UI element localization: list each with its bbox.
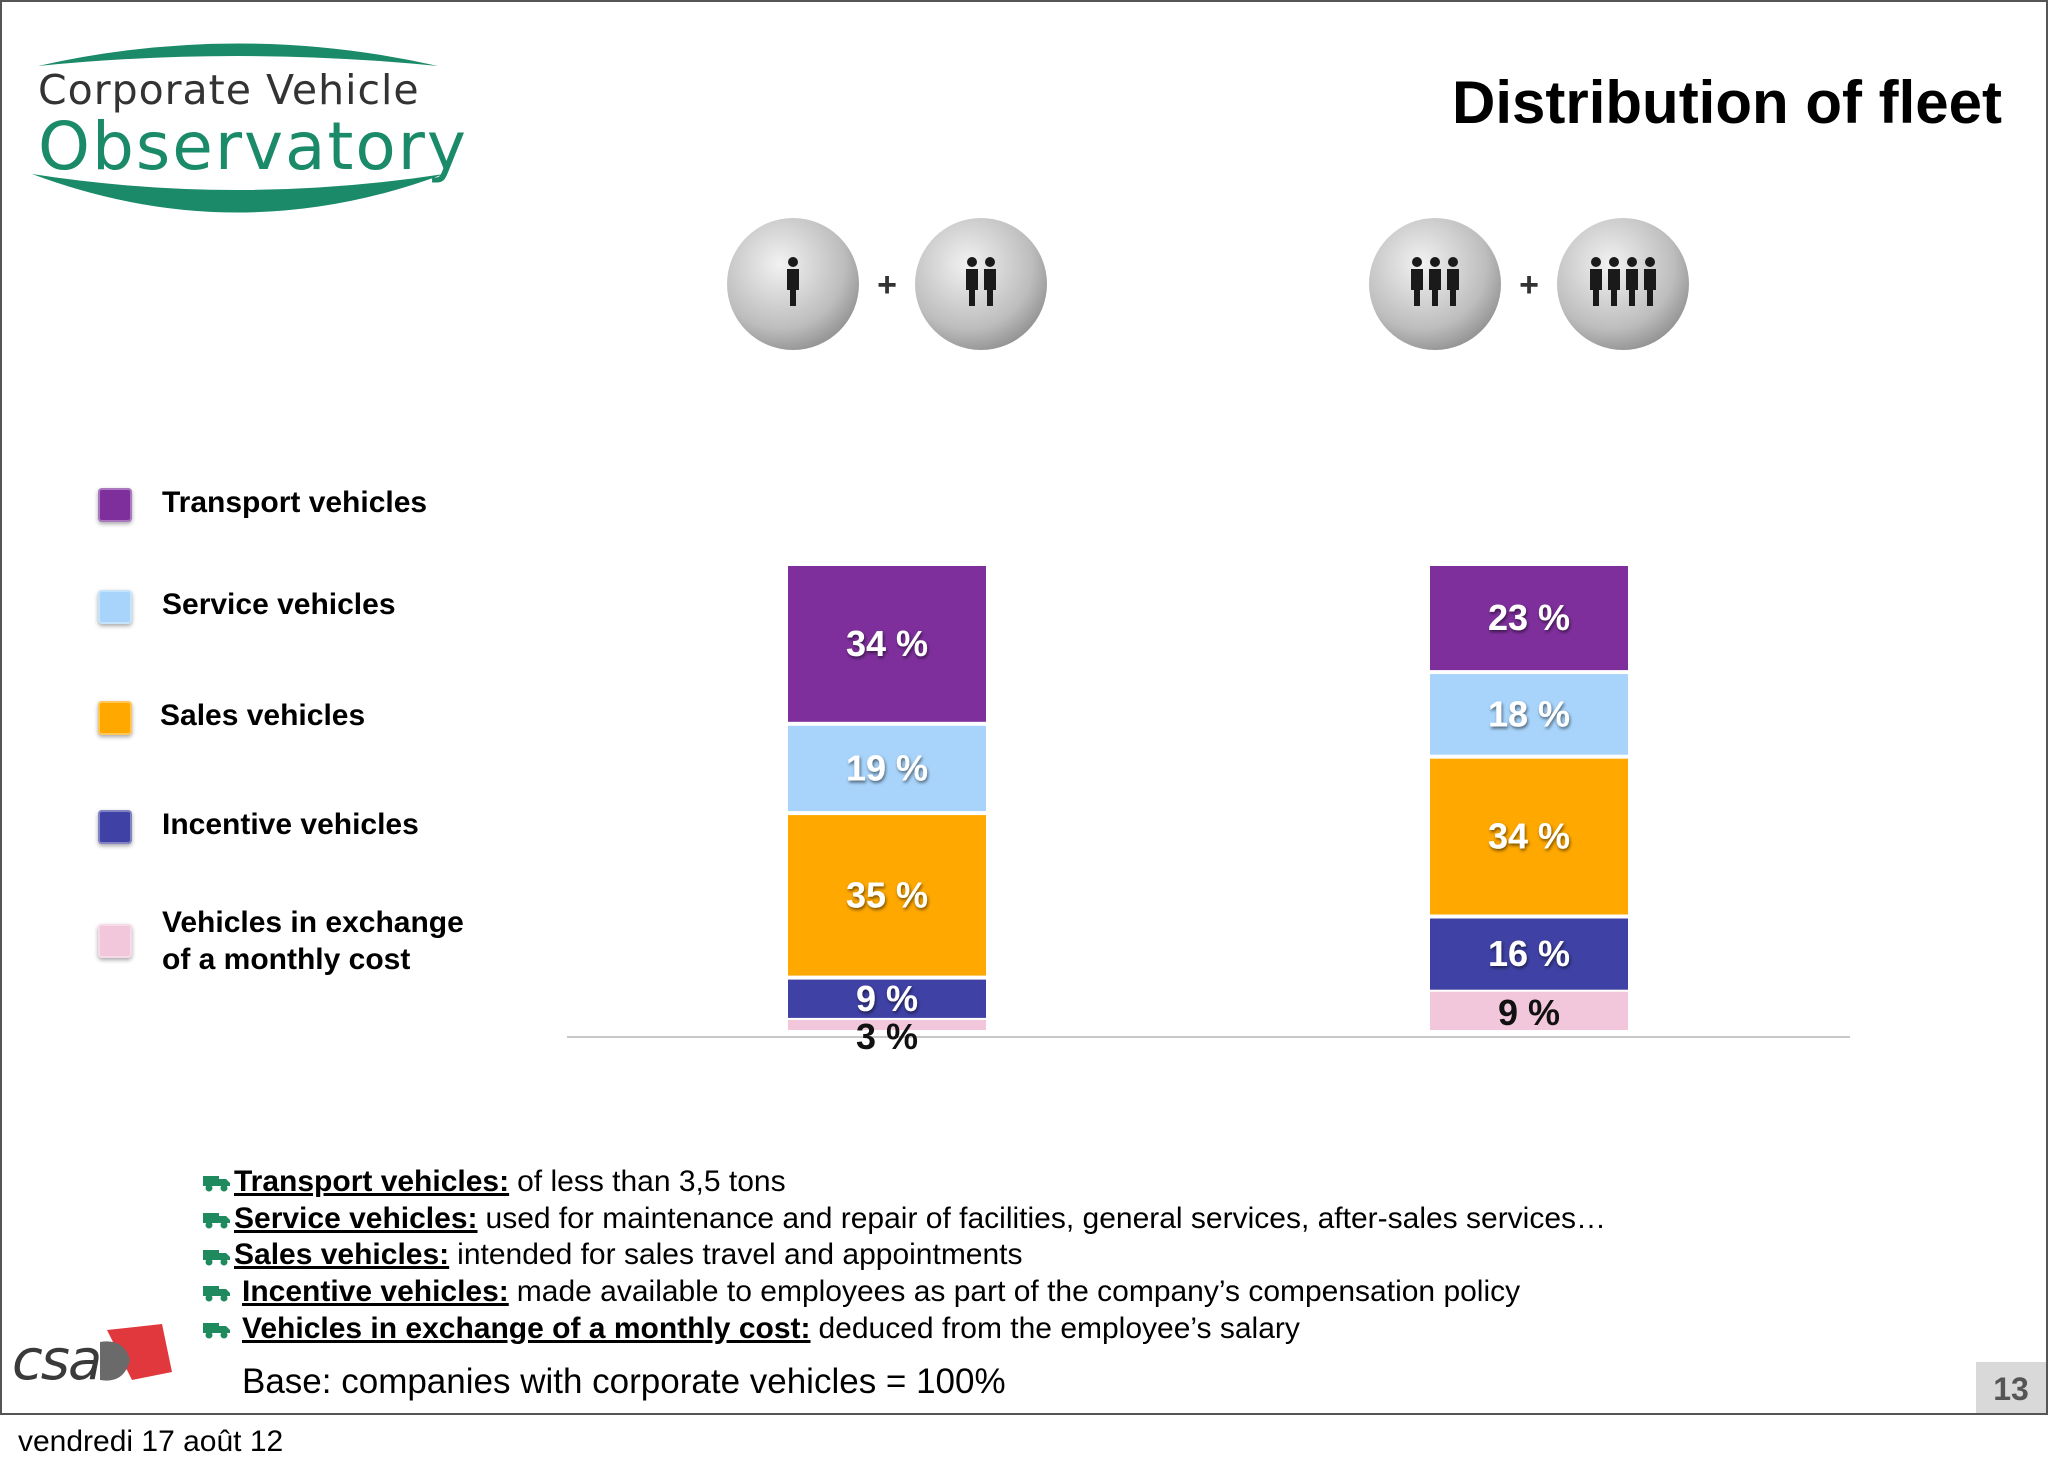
person-icon bbox=[1644, 257, 1656, 306]
legend-item-sales: Sales vehicles bbox=[98, 697, 500, 735]
bar-segment-1-4 bbox=[1430, 991, 1628, 1030]
people-circle-0-1 bbox=[915, 218, 1047, 350]
person-icon bbox=[1447, 257, 1459, 306]
person-icon bbox=[1590, 257, 1602, 306]
note-sales: Sales vehicles: intended for sales trave… bbox=[202, 1237, 1802, 1274]
note-text-transport: of less than 3,5 tons bbox=[517, 1165, 786, 1198]
note-term-service: Service vehicles: bbox=[234, 1201, 478, 1235]
person-icon bbox=[787, 257, 799, 306]
definitions-list: Transport vehicles: of less than 3,5 ton… bbox=[202, 1164, 1802, 1348]
note-term-monthly-cost: Vehicles in exchange of a monthly cost: bbox=[242, 1311, 811, 1345]
bar-label-0-3: 9 % bbox=[856, 978, 918, 1019]
bar-label-0-2: 35 % bbox=[846, 874, 928, 915]
bar-segment-1-2 bbox=[1430, 758, 1628, 915]
legend-label-incentive: Incentive vehicles bbox=[162, 808, 419, 841]
person-icon bbox=[1626, 257, 1638, 306]
legend-label-service: Service vehicles bbox=[162, 588, 396, 621]
legend-swatch-incentive bbox=[98, 810, 132, 844]
csa-logo: csa bbox=[12, 1320, 172, 1400]
legend-item-incentive: Incentive vehicles bbox=[98, 806, 502, 844]
legend-label-monthly-cost: Vehicles in exchange of a monthly cost bbox=[162, 904, 502, 978]
note-monthly-cost: Vehicles in exchange of a monthly cost: … bbox=[202, 1311, 1802, 1348]
bar-label-1-2: 34 % bbox=[1488, 816, 1570, 857]
person-icon bbox=[966, 257, 978, 306]
person-icon bbox=[1429, 257, 1441, 306]
people-icon-group-1: + bbox=[1369, 218, 1689, 350]
person-icon bbox=[984, 257, 996, 306]
person-icon bbox=[1608, 257, 1620, 306]
legend-swatch-service bbox=[98, 590, 132, 624]
logo-swoosh bbox=[32, 43, 444, 213]
logo-line-1: Corporate Vehicle bbox=[38, 66, 420, 114]
page-number: 13 bbox=[1976, 1362, 2046, 1413]
note-text-sales: intended for sales travel and appointmen… bbox=[457, 1238, 1023, 1272]
chart-canvas: 3 %9 %35 %19 %34 %+9 %16 %34 %18 %23 %+ bbox=[567, 218, 1850, 1057]
truck-icon bbox=[203, 1323, 230, 1339]
note-text-service: used for maintenance and repair of facil… bbox=[485, 1201, 1607, 1235]
plus-icon: + bbox=[877, 266, 897, 304]
corporate-vehicle-observatory-logo: Corporate Vehicle Observatory bbox=[28, 26, 466, 216]
bar-segment-0-0 bbox=[788, 566, 986, 722]
truck-icon bbox=[203, 1249, 230, 1266]
legend-swatch-monthly-cost bbox=[98, 924, 132, 958]
person-icon bbox=[1411, 257, 1423, 306]
bar-segment-1-1 bbox=[1430, 674, 1628, 755]
csa-logo-text: csa bbox=[12, 1328, 102, 1393]
stacked-bar-chart: 3 % 9 % 35 % 19 % 34 % +9 % 16 % 34 % 18 % 23 % + bbox=[2, 202, 2046, 1072]
legend-label-transport: Transport vehicles bbox=[162, 486, 428, 519]
legend-label-monthly-cost-line2: of a monthly cost bbox=[162, 943, 411, 976]
truck-icon bbox=[203, 1286, 230, 1302]
legend-swatch-sales bbox=[98, 701, 132, 735]
people-icon-group-0: + bbox=[727, 218, 1047, 350]
truck-icon bbox=[203, 1176, 230, 1192]
note-term-sales: Sales vehicles: bbox=[234, 1238, 450, 1272]
note-transport: Transport vehicles: of less than 3,5 ton… bbox=[202, 1164, 1802, 1201]
bar-label-0-0: 34 % bbox=[846, 623, 928, 664]
bar-label-1-3: 16 % bbox=[1488, 933, 1570, 974]
slide: Corporate Vehicle Observatory Distributi… bbox=[0, 0, 2048, 1415]
bar-segment-0-3 bbox=[788, 979, 986, 1018]
legend-item-monthly-cost: Vehicles in exchange of a monthly cost bbox=[98, 904, 502, 978]
bar-label-0-4: 3 % bbox=[856, 1016, 918, 1057]
csa-logo-mark bbox=[100, 1324, 172, 1381]
truck-icon bbox=[203, 1213, 230, 1229]
note-text-monthly-cost: deduced from the employee’s salary bbox=[818, 1311, 1300, 1345]
logo-line-2: Observatory bbox=[38, 108, 468, 185]
bar-segment-0-4 bbox=[788, 1019, 986, 1030]
note-incentive: Incentive vehicles: made available to em… bbox=[202, 1274, 1802, 1311]
bar-label-1-0: 23 % bbox=[1488, 597, 1570, 638]
bar-segment-0-2 bbox=[788, 815, 986, 976]
legend-swatch-transport bbox=[98, 488, 132, 522]
bar-segment-1-3 bbox=[1430, 918, 1628, 990]
legend-label-sales: Sales vehicles bbox=[160, 699, 366, 732]
note-term-transport: Transport vehicles: bbox=[234, 1165, 510, 1198]
legend-label-monthly-cost-line1: Vehicles in exchange bbox=[162, 906, 464, 939]
bar-segment-0-1 bbox=[788, 725, 986, 812]
note-text-incentive: made available to employees as part of t… bbox=[516, 1275, 1521, 1309]
note-service: Service vehicles: used for maintenance a… bbox=[202, 1201, 1802, 1238]
legend-item-transport: Transport vehicles bbox=[98, 484, 502, 522]
footer-date: vendredi 17 août 12 bbox=[18, 1425, 284, 1458]
bar-label-1-4: 9 % bbox=[1498, 992, 1560, 1033]
bar-label-1-1: 18 % bbox=[1488, 693, 1570, 734]
note-term-incentive: Incentive vehicles: bbox=[242, 1275, 509, 1309]
page-title: Distribution of fleet bbox=[1452, 69, 2002, 136]
people-circle-1-1 bbox=[1557, 218, 1689, 350]
bar-label-0-1: 19 % bbox=[846, 747, 928, 788]
plus-icon: + bbox=[1519, 266, 1539, 304]
base-note: Base: companies with corporate vehicles … bbox=[242, 1362, 1006, 1401]
bar-segment-1-0 bbox=[1430, 566, 1628, 671]
legend-item-service: Service vehicles bbox=[98, 586, 502, 624]
